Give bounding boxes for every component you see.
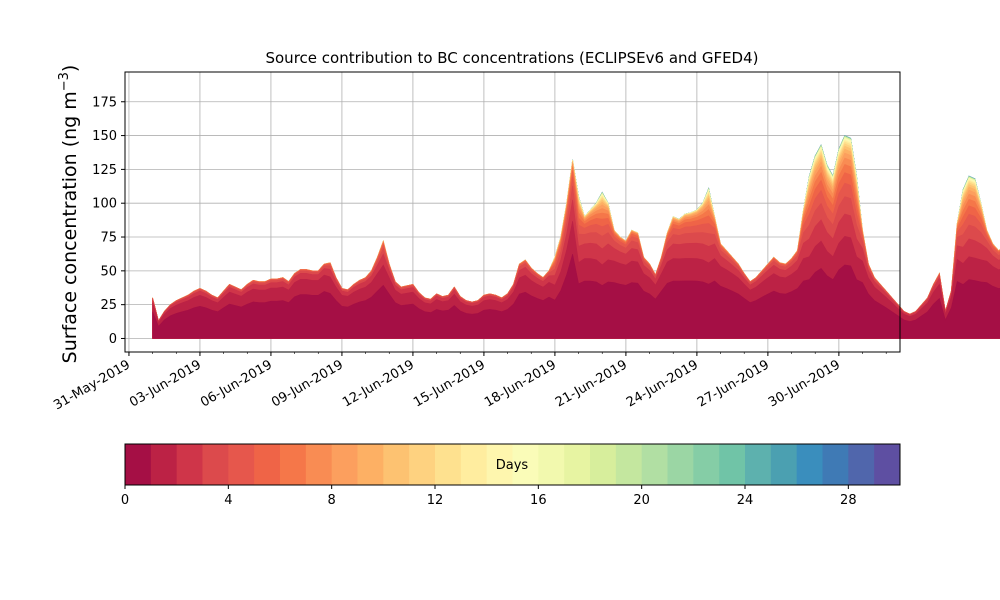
y-tick-label: 125	[92, 163, 117, 178]
colorbar-swatch	[693, 444, 720, 485]
y-tick-label: 150	[92, 129, 117, 144]
colorbar-swatch	[331, 444, 358, 485]
y-tick-label: 100	[92, 197, 117, 212]
colorbar-swatch	[176, 444, 203, 485]
colorbar-swatch	[254, 444, 281, 485]
colorbar-swatch	[150, 444, 178, 485]
colorbar-swatch	[202, 444, 229, 485]
colorbar-swatch	[305, 444, 333, 485]
area-series-day-0	[152, 254, 1000, 339]
colorbar-swatch	[383, 444, 410, 485]
colorbar-tick-label: 16	[530, 493, 547, 508]
colorbar-tick-label: 24	[737, 493, 754, 508]
y-tick-label: 175	[92, 95, 117, 110]
colorbar-swatch	[460, 444, 488, 485]
y-tick-label: 75	[100, 231, 117, 246]
colorbar-swatch	[770, 444, 798, 485]
colorbar-tick-label: 12	[427, 493, 444, 508]
colorbar-swatch	[435, 444, 462, 485]
colorbar-swatch	[719, 444, 746, 485]
colorbar-frame	[124, 443, 901, 486]
colorbar-tick-label: 28	[840, 493, 857, 508]
y-tick-label: 0	[109, 332, 117, 347]
colorbar-swatch	[486, 444, 513, 485]
y-axis-label: Surface concentration (ng m−3)	[57, 65, 81, 364]
y-axis-label-exponent: −3	[57, 72, 72, 91]
colorbar-swatch	[822, 444, 849, 485]
colorbar-swatch	[228, 444, 255, 485]
y-tick-label: 50	[100, 264, 117, 279]
colorbar-label: Days	[496, 458, 529, 473]
chart-title: Source contribution to BC concentrations…	[265, 49, 758, 67]
colorbar-swatch	[125, 444, 152, 485]
colorbar-tick-label: 20	[633, 493, 650, 508]
colorbar-swatch	[667, 444, 694, 485]
colorbar-swatch	[409, 444, 436, 485]
y-tick-label: 25	[100, 298, 117, 313]
plot-frame	[124, 71, 901, 353]
colorbar-swatch	[538, 444, 565, 485]
colorbar-tick-label: 0	[121, 493, 129, 508]
plot-area: 025507510012515017531-May-201903-Jun-201…	[51, 71, 1000, 413]
colorbar-swatch	[745, 444, 772, 485]
colorbar-swatch	[848, 444, 875, 485]
colorbar-swatch	[357, 444, 384, 485]
colorbar-swatch	[874, 444, 901, 485]
colorbar-swatch	[280, 444, 307, 485]
colorbar-swatch	[615, 444, 643, 485]
colorbar-swatch	[590, 444, 617, 485]
colorbar-swatch	[564, 444, 591, 485]
colorbar-swatch	[796, 444, 823, 485]
colorbar-swatch	[641, 444, 668, 485]
colorbar: 0 4 8 12 16 20 24 28	[121, 443, 901, 508]
colorbar-tick-label: 8	[328, 493, 336, 508]
colorbar-swatch	[512, 444, 539, 485]
colorbar-tick-label: 4	[224, 493, 232, 508]
